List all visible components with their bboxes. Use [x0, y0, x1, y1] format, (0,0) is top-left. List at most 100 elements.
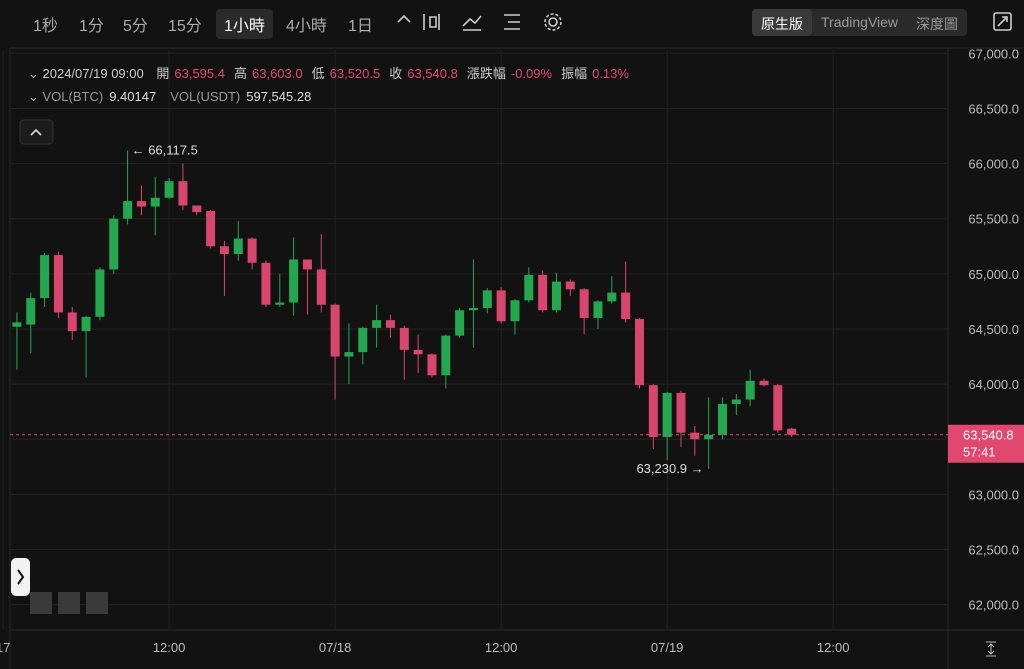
chevron[interactable]: ⌄	[28, 89, 43, 104]
price-annotation: 63,230.9 →	[636, 461, 703, 476]
candle-body	[496, 290, 506, 322]
candle-body	[510, 300, 520, 322]
candle-body	[275, 302, 285, 305]
countdown-label: 57:41	[963, 445, 996, 460]
candle-body	[81, 316, 91, 332]
interval-tab[interactable]: 5分	[123, 18, 148, 35]
x-tick-label: 12:00	[485, 640, 518, 655]
candle-body	[482, 290, 492, 309]
candle-body	[26, 298, 36, 325]
candle-body	[441, 335, 451, 376]
candle-body	[219, 246, 229, 254]
settings-list-icon[interactable]	[504, 14, 520, 30]
candle-body	[662, 392, 672, 438]
candle-body	[427, 354, 437, 376]
candle-body	[247, 238, 257, 263]
ohlc-value: 63,520.5	[329, 66, 381, 81]
candle-body	[123, 201, 133, 219]
ohlc-label: 漲跌幅	[466, 66, 506, 81]
candle-body	[579, 289, 589, 318]
candle-body	[289, 259, 299, 303]
y-tick-label: 62,000.0	[968, 598, 1019, 613]
interval-dropdown[interactable]	[397, 14, 411, 23]
ohlc-label: 高	[233, 66, 247, 81]
candle-body	[178, 181, 188, 206]
candle-body	[731, 399, 741, 404]
candle-body	[206, 210, 216, 247]
candle-body	[759, 380, 769, 386]
candle-body	[109, 218, 119, 270]
fullscreen-icon[interactable]	[993, 12, 1012, 31]
candle-body	[95, 269, 105, 317]
x-tick-label: 07/18	[319, 640, 352, 655]
candle-body	[385, 320, 395, 328]
candle-body	[773, 385, 783, 431]
settings-icon[interactable]	[548, 17, 558, 27]
volume-header: ⌄ VOL(BTC) 9.40147 VOL(USDT) 597,545.28	[28, 89, 311, 105]
candle-body	[12, 322, 22, 327]
y-tick-label: 66,000.0	[968, 157, 1019, 172]
x-tick-label: 17	[0, 640, 10, 655]
collapse-button[interactable]	[19, 119, 54, 145]
y-tick-label: 67,000.0	[968, 46, 1019, 61]
candle-body	[261, 262, 271, 305]
candle-body	[330, 304, 340, 357]
ohlc-header: ⌄ 2024/07/19 09:00 開 63,595.4 高 63,603.0 低 63…	[28, 63, 629, 82]
view-tab[interactable]: TradingView	[821, 14, 899, 30]
volume-label: VOL(USDT)	[170, 89, 241, 104]
candle-body	[787, 428, 797, 435]
candle-body	[745, 380, 755, 400]
candle-body	[607, 292, 617, 302]
ohlc-value: 0.13%	[592, 66, 629, 81]
interval-tab[interactable]: 1秒	[33, 18, 58, 35]
candle-body	[192, 205, 202, 213]
watermark	[30, 592, 108, 614]
volume-label: VOL(BTC)	[42, 89, 104, 104]
time: 2024/07/19 09:00	[42, 66, 144, 81]
candle-body	[372, 320, 382, 328]
candle-body	[551, 281, 561, 311]
interval-tab[interactable]: 15分	[168, 18, 202, 35]
axis-scale-icon[interactable]	[986, 641, 996, 657]
volume-value: 597,545.28	[246, 89, 312, 104]
candle-body	[704, 434, 714, 440]
ohlc-value: 63,595.4	[174, 66, 225, 81]
y-tick-label: 65,500.0	[968, 212, 1019, 227]
candle-body	[53, 255, 63, 313]
expand-button[interactable]	[11, 558, 30, 596]
y-tick-label: 64,500.0	[968, 322, 1019, 337]
candle-body	[344, 352, 354, 357]
x-tick-label: 12:00	[153, 640, 186, 655]
candle-body	[717, 403, 727, 435]
view-tab[interactable]: 深度圖	[916, 16, 959, 32]
price-annotation: ← 66,117.5	[132, 143, 198, 158]
indicator-icon[interactable]	[462, 15, 482, 31]
view-switch: 原生版 TradingView 深度圖	[752, 9, 968, 36]
candle-icon[interactable]	[423, 14, 440, 30]
x-tick-label: 12:00	[817, 640, 850, 655]
candle-body	[67, 312, 77, 332]
candle-body	[136, 201, 146, 207]
interval-tab[interactable]: 1小時	[216, 9, 273, 39]
ohlc-label: 收	[389, 66, 403, 81]
candle-body	[233, 238, 243, 254]
interval-tab[interactable]: 1日	[348, 18, 373, 35]
candle-body	[150, 197, 160, 207]
interval-tab[interactable]: 1分	[79, 18, 104, 35]
candle-body	[690, 432, 700, 440]
chevron[interactable]: ⌄	[28, 66, 43, 81]
y-tick-label: 65,000.0	[968, 267, 1019, 282]
toolbar: 原生版 TradingView 深度圖 1秒 1分 5分 15分 1小時 4小時 1日	[0, 0, 1024, 44]
candle-body	[524, 274, 534, 301]
candle-body	[634, 319, 644, 386]
y-tick-label: 63,000.0	[968, 487, 1019, 502]
interval-tab[interactable]: 4小時	[286, 18, 327, 35]
view-tab[interactable]: 原生版	[752, 9, 812, 36]
candle-body	[358, 327, 368, 353]
candle-body	[399, 327, 409, 350]
expand-icon	[17, 569, 25, 585]
collapse-icon	[30, 128, 42, 136]
